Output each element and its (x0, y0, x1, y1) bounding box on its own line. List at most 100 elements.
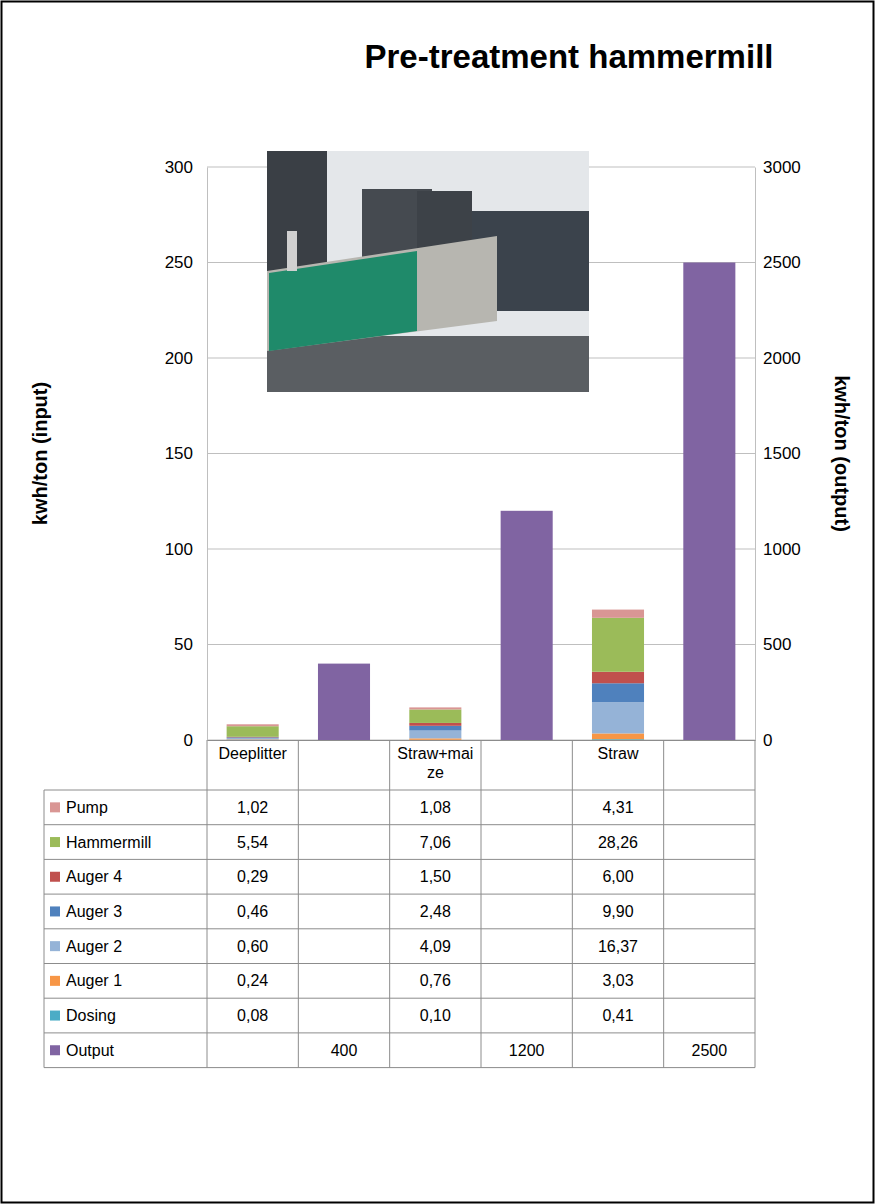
table-value: 5,54 (237, 834, 268, 851)
tick: 2500 (755, 253, 801, 272)
tick-label: 3000 (763, 158, 801, 177)
tick: Deeplitter (218, 745, 287, 762)
tick-label-line: ze (427, 764, 444, 781)
table-border (44, 859, 755, 860)
table-value: 2,48 (420, 903, 451, 920)
legend-label: Auger 1 (66, 972, 122, 989)
bar-segment (409, 726, 461, 731)
tick: Straw (598, 745, 639, 762)
title: Pre-treatment hammermill (365, 38, 774, 75)
tick-label: 1000 (763, 540, 801, 559)
tick: 250 (165, 253, 207, 272)
bar-segment (592, 672, 644, 683)
y-axis-title: kwh/ton (input) (29, 382, 51, 525)
legend-key (50, 802, 60, 812)
tick-label-line: Straw+mai (397, 745, 473, 762)
table-border (44, 1032, 755, 1033)
tick: 150 (165, 444, 207, 463)
axis-line (208, 740, 756, 741)
bar-segment (592, 733, 644, 739)
grid-line (207, 549, 755, 550)
axis-line (755, 168, 756, 741)
table-value: 3,03 (602, 972, 633, 989)
table-value: 0,24 (237, 972, 268, 989)
table-value: 0,29 (237, 868, 268, 885)
legend-key (50, 837, 60, 847)
bar-segment (592, 702, 644, 733)
grid-line (207, 644, 755, 645)
bar (683, 263, 735, 741)
tick: 2000 (755, 349, 801, 368)
table-value: 6,00 (602, 868, 633, 885)
bar-segment (227, 738, 279, 739)
table-border (207, 740, 208, 1068)
table-border (298, 740, 299, 1068)
photo-wall (267, 236, 497, 351)
tick-label: 1500 (763, 444, 801, 463)
legend-key (50, 872, 60, 882)
table-value: 7,06 (420, 834, 451, 851)
table-value: 4,09 (420, 938, 451, 955)
table-border (44, 928, 755, 929)
table-border (663, 740, 664, 1068)
tick-label: 200 (165, 349, 193, 368)
bar-segment (227, 737, 279, 739)
table-value: 1,50 (420, 868, 451, 885)
table-border (389, 740, 390, 1068)
bar-segment (409, 731, 461, 739)
tick-label: 100 (165, 540, 193, 559)
table-value: 0,60 (237, 938, 268, 955)
tick-label: 0 (184, 731, 193, 750)
table-value: 0,08 (237, 1007, 268, 1024)
bar-segment (227, 739, 279, 740)
bar-segment (592, 610, 644, 618)
bar (501, 511, 553, 740)
tick-label: 2500 (763, 253, 801, 272)
tick: 3000 (755, 158, 801, 177)
tick: 100 (165, 540, 207, 559)
tick: Straw+mai ze (397, 745, 473, 780)
table-value: 0,10 (420, 1007, 451, 1024)
table-value: 1200 (509, 1042, 545, 1059)
tick: 200 (165, 349, 207, 368)
bar-segment (227, 724, 279, 726)
photo (267, 151, 589, 392)
table-border (44, 824, 755, 825)
tick: 1500 (755, 444, 801, 463)
bar-segment (592, 683, 644, 702)
legend-key (50, 941, 60, 951)
bar-segment (409, 738, 461, 739)
tick: 0 (184, 731, 207, 750)
bar-segment (409, 739, 461, 740)
bar-segment (592, 618, 644, 672)
legend-label: Output (66, 1042, 115, 1059)
legend-label: Auger 3 (66, 903, 122, 920)
tick-label: Straw (598, 745, 639, 762)
x-axis: Deeplitter Straw+mai ze Straw (208, 741, 756, 781)
table-value: 1,02 (237, 799, 268, 816)
legend-key (50, 976, 60, 986)
tick: 0 (755, 731, 772, 750)
tick: 300 (165, 158, 207, 177)
tick-label: 500 (763, 635, 791, 654)
bar-segment (409, 723, 461, 726)
table-border (572, 740, 573, 1068)
grid-line (207, 453, 755, 454)
table-border (44, 790, 755, 791)
y-axis: 0 50 100 150 200 250 300 (165, 158, 208, 750)
tick: 1000 (755, 540, 801, 559)
bar-segment (227, 726, 279, 737)
legend-label: Auger 2 (66, 938, 122, 955)
tick-label: 50 (174, 635, 193, 654)
grid-line (207, 740, 755, 741)
table-border (44, 998, 755, 999)
tick-label: 2000 (763, 349, 801, 368)
legend-key (50, 1045, 60, 1055)
legend-key (50, 1011, 60, 1021)
table-value: 0,46 (237, 903, 268, 920)
table-value: 0,76 (420, 972, 451, 989)
chart-root: 0501001502002503000500100015002000250030… (0, 0, 875, 1204)
table-border (44, 894, 755, 895)
table-value: 9,90 (602, 903, 633, 920)
tick-label: 0 (763, 731, 772, 750)
